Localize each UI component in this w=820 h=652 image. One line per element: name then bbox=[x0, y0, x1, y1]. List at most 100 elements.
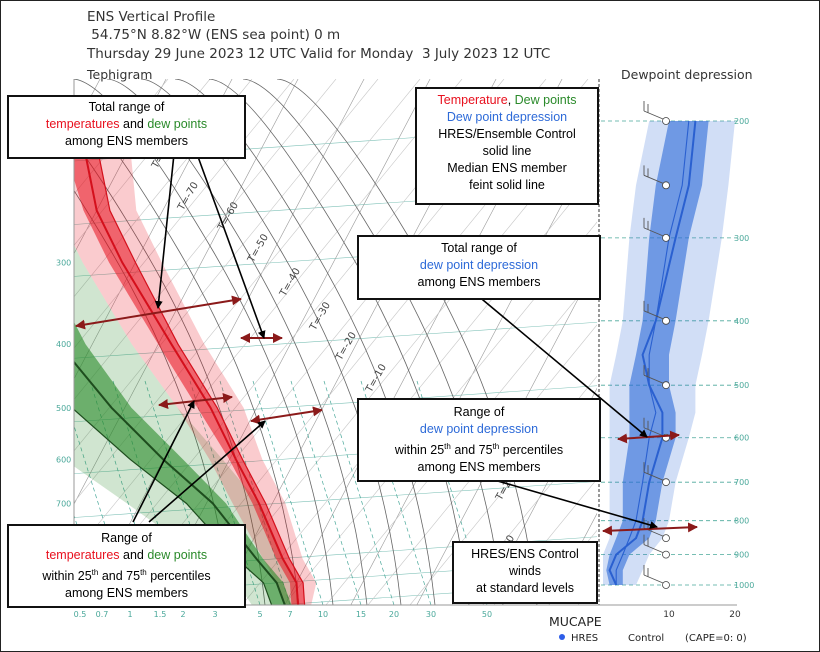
pressure-tick-label: 500 bbox=[56, 404, 71, 413]
annotation-text: Total range of bbox=[88, 100, 165, 114]
temperature-iqr-band bbox=[74, 147, 305, 605]
range-arrow bbox=[617, 430, 680, 444]
legend-control: Control bbox=[628, 633, 664, 644]
wind-station-circle bbox=[662, 550, 670, 559]
dpd-iqr-band bbox=[606, 121, 709, 585]
legend-feint-line: feint solid line bbox=[469, 178, 545, 192]
annotation-text: Total range of bbox=[441, 241, 517, 255]
temperature-control-line bbox=[83, 146, 299, 605]
wind-station-circle bbox=[662, 534, 670, 543]
dewpoint-median-line bbox=[74, 408, 273, 605]
annotation-text: among ENS members bbox=[417, 460, 541, 475]
annotation-text: within 25 bbox=[42, 569, 92, 584]
dry-adiabat-line bbox=[74, 79, 211, 246]
isotherm-line bbox=[482, 387, 597, 605]
annotation-text: and 75 bbox=[98, 569, 141, 584]
dpd-pressure-tick-label: 1000 bbox=[734, 581, 754, 590]
temperature-median-line bbox=[96, 146, 306, 605]
wind-barb bbox=[643, 365, 664, 384]
dry-adiabat-line bbox=[325, 273, 597, 605]
dry-adiabat-line bbox=[409, 375, 597, 605]
dry-adiabat-line bbox=[74, 79, 337, 400]
wind-barb bbox=[643, 300, 664, 320]
mixing-ratio-tick-label: 20 bbox=[389, 610, 399, 619]
dpd-pressure-tick-label: 800 bbox=[734, 517, 749, 526]
legend-cape: (CAPE=0: 0) bbox=[685, 633, 747, 644]
mixing-ratio-tick-label: 50 bbox=[482, 610, 492, 619]
dry-adiabat-line bbox=[241, 170, 597, 605]
dry-adiabat-line bbox=[746, 79, 819, 605]
mixing-ratio-tick-label: 0.5 bbox=[74, 610, 87, 619]
dry-adiabat-line bbox=[367, 324, 597, 605]
dry-adiabat-line bbox=[283, 221, 597, 605]
annotation-total-range-td: Total range of temperatures and dew poin… bbox=[7, 95, 246, 159]
moist-adiabat-line bbox=[74, 140, 266, 605]
dry-adiabat-line bbox=[74, 79, 421, 503]
mixing-ratio-tick-label: 1.5 bbox=[154, 610, 167, 619]
isobar-line bbox=[74, 385, 597, 423]
annotation-arrows bbox=[75, 153, 698, 536]
legend-comma: , bbox=[507, 93, 515, 107]
isotherm-line bbox=[1, 2, 9, 605]
dpd-word: dew point depression bbox=[419, 422, 539, 436]
legend-box: Temperature, Dew points Dew point depres… bbox=[415, 87, 599, 205]
superscript: th bbox=[444, 442, 451, 451]
wind-station-circle bbox=[662, 381, 670, 390]
isotherm-label: T=-30 bbox=[308, 300, 333, 333]
wind-barb bbox=[643, 534, 664, 554]
wind-barb bbox=[643, 462, 664, 481]
wind-station-circle bbox=[662, 233, 670, 242]
annotation-text: HRES/ENS Control bbox=[471, 547, 579, 561]
isotherm-line bbox=[86, 79, 365, 605]
annotation-total-range-dpd: Total range of dew point depression amon… bbox=[357, 235, 601, 300]
wind-station-circle bbox=[662, 316, 670, 325]
dpd-word: dew point depression bbox=[419, 258, 539, 272]
dry-adiabat-line bbox=[493, 478, 597, 605]
annotation-text: Range of bbox=[101, 531, 152, 545]
pointer-arrow bbox=[154, 153, 175, 309]
wind-barb bbox=[643, 565, 664, 584]
annotation-winds: HRES/ENS Control winds at standard level… bbox=[452, 541, 598, 604]
mixing-ratio-tick-label: 0.7 bbox=[96, 610, 109, 619]
mixing-ratio-tick-label: 15 bbox=[356, 610, 366, 619]
legend-temperature: Temperature bbox=[437, 93, 508, 107]
temperatures-word: temperatures bbox=[45, 548, 120, 562]
annotation-iqr-dpd: Range of dew point depression within 25t… bbox=[357, 398, 601, 482]
annotation-text: among ENS members bbox=[65, 586, 188, 601]
annotation-iqr-td: Range of temperatures and dew points wit… bbox=[7, 524, 246, 608]
superscript: th bbox=[91, 568, 99, 577]
dpd-median-line bbox=[615, 120, 690, 585]
annotation-text: and 75 bbox=[450, 443, 493, 458]
dpd-pressure-tick-label: 300 bbox=[734, 234, 749, 243]
annotation-text: Range of bbox=[453, 405, 505, 419]
range-arrow bbox=[158, 393, 233, 409]
dpd-pressure-tick-label: 900 bbox=[734, 551, 749, 560]
mixing-ratio-tick-label: 7 bbox=[287, 610, 292, 619]
dpd-x-tick-label: 20 bbox=[729, 610, 741, 620]
isobar-line bbox=[74, 321, 597, 359]
annotation-text: within 25 bbox=[394, 443, 445, 458]
dpd-pressure-tick-label: 500 bbox=[734, 381, 749, 390]
pressure-tick-label: 300 bbox=[56, 258, 71, 267]
dewpoints-word: dew points bbox=[147, 548, 208, 562]
pressure-tick-label: 400 bbox=[56, 340, 71, 349]
wind-station-circle bbox=[662, 478, 670, 487]
annotation-text: among ENS members bbox=[417, 275, 541, 289]
mixing-ratio-tick-label: 10 bbox=[318, 610, 328, 619]
wind-station-circle bbox=[662, 181, 670, 190]
isotherm-label: T=-50 bbox=[246, 232, 271, 265]
wind-station-circle bbox=[662, 581, 670, 589]
superscript: th bbox=[492, 442, 500, 451]
isotherm-line bbox=[1, 2, 75, 605]
legend-solid-line: solid line bbox=[482, 144, 532, 158]
dry-adiabat-line bbox=[451, 427, 597, 605]
tephigram-label: Tephigram bbox=[86, 67, 152, 82]
isotherm-label: T=-110 bbox=[52, 49, 81, 88]
pressure-tick-label: 700 bbox=[56, 500, 71, 509]
annotation-text: winds bbox=[509, 564, 541, 578]
wind-barb bbox=[643, 217, 664, 237]
dpd-pressure-tick-label: 200 bbox=[734, 117, 749, 126]
annotation-text: percentiles bbox=[146, 569, 211, 584]
mixing-ratio-tick-label: 2 bbox=[180, 610, 185, 619]
